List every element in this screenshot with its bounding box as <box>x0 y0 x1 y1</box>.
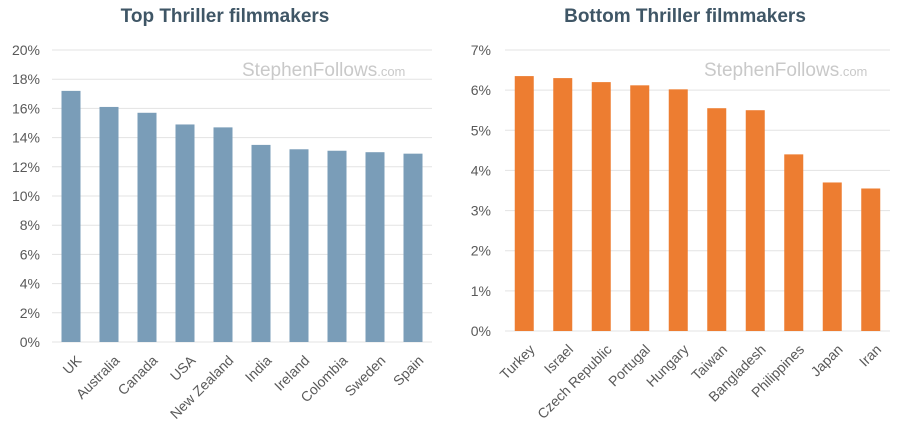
bar <box>784 154 804 331</box>
y-tick-label: 5% <box>471 122 491 138</box>
y-tick-label: 7% <box>471 42 491 58</box>
y-tick-label: 2% <box>20 305 40 321</box>
bar <box>175 124 195 343</box>
chart-bottom-thriller: Bottom Thriller filmmakers 0% 1% 2% 3% 4% 5% 6… <box>471 6 890 422</box>
bar <box>213 127 233 342</box>
x-tick-label: UK <box>59 352 85 378</box>
watermark: StephenFollows.com <box>242 60 405 81</box>
bar <box>327 150 347 342</box>
bar <box>137 112 157 342</box>
x-tick-label: Israel <box>541 341 577 377</box>
watermark: StephenFollows.com <box>704 60 867 81</box>
y-tick-label: 4% <box>20 276 40 292</box>
bar <box>707 108 727 331</box>
y-tick-label: 20% <box>12 42 40 58</box>
y-tick-label: 6% <box>20 246 40 262</box>
y-tick-label: 10% <box>12 188 40 204</box>
x-tick-label: Sweden <box>341 352 388 399</box>
chart-title: Top Thriller filmmakers <box>121 6 330 27</box>
chart-top-thriller: Top Thriller filmmakers 0% 2% 4% 6% 8% 10% 12%… <box>12 6 432 422</box>
y-tick-label: 0% <box>471 323 491 339</box>
bar <box>251 144 271 342</box>
x-tick-label: Iran <box>856 341 884 369</box>
bar <box>668 89 688 331</box>
bar <box>822 182 842 331</box>
y-tick-label: 12% <box>12 159 40 175</box>
y-tick-label: 0% <box>20 334 40 350</box>
bar <box>591 82 611 331</box>
y-tick-label: 6% <box>471 82 491 98</box>
x-tick-label: Spain <box>390 352 427 389</box>
bar <box>365 152 385 342</box>
y-tick-label: 4% <box>471 162 491 178</box>
bar <box>99 106 119 342</box>
y-tick-label: 2% <box>471 243 491 259</box>
bar <box>61 90 81 342</box>
bar <box>861 188 881 331</box>
x-tick-label: India <box>242 352 275 385</box>
y-tick-label: 1% <box>471 283 491 299</box>
x-tick-label: Hungary <box>643 341 692 390</box>
y-tick-label: 16% <box>12 100 40 116</box>
bar <box>630 85 650 331</box>
y-tick-label: 8% <box>20 217 40 233</box>
chart-title: Bottom Thriller filmmakers <box>564 6 806 27</box>
bar <box>289 149 309 342</box>
x-tick-label: USA <box>167 352 199 384</box>
bar <box>403 153 423 342</box>
bar <box>514 76 534 331</box>
x-tick-label: Turkey <box>497 341 538 382</box>
y-tick-label: 18% <box>12 71 40 87</box>
y-tick-label: 14% <box>12 130 40 146</box>
x-tick-label: Japan <box>807 341 845 379</box>
x-tick-label: Canada <box>114 352 160 398</box>
bar <box>553 78 573 331</box>
bar <box>745 110 765 331</box>
y-tick-label: 3% <box>471 203 491 219</box>
